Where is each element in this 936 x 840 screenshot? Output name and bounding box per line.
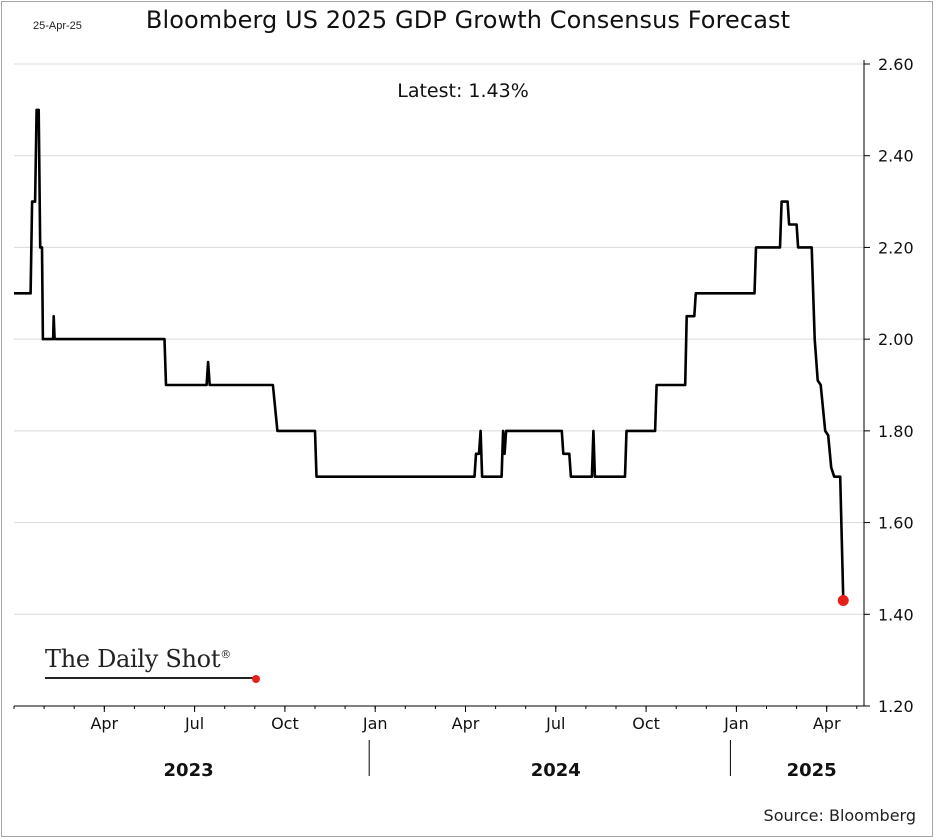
x-tick-label: Apr	[452, 714, 480, 733]
source-note: Source: Bloomberg	[763, 806, 916, 825]
year-label: 2024	[531, 760, 581, 781]
x-tick-label: Jul	[184, 714, 204, 733]
series-lines	[14, 108, 845, 601]
x-axis-tick-labels: Apr Jul Oct Jan Apr Jul Oct Jan Apr	[90, 714, 841, 733]
logo-text: The Daily Shot	[45, 645, 221, 673]
y-tick-label: 1.80	[878, 422, 914, 441]
x-tick-label: Oct	[632, 714, 660, 733]
y-tick-label: 2.60	[878, 55, 914, 74]
daily-shot-logo: The Daily Shot®	[45, 645, 231, 673]
logo-underline	[45, 677, 255, 679]
latest-value-annotation: Latest: 1.43%	[397, 80, 529, 102]
y-axis-tick-labels: 2.60 2.40 2.20 2.00 1.80 1.60 1.40 1.20	[878, 55, 914, 716]
logo-registered-mark: ®	[220, 648, 231, 661]
y-tick-label: 2.40	[878, 147, 914, 166]
axes	[13, 60, 870, 776]
y-tick-label: 2.00	[878, 330, 914, 349]
chart-title: Bloomberg US 2025 GDP Growth Consensus F…	[145, 6, 791, 34]
x-tick-label: Oct	[271, 714, 299, 733]
x-tick-label: Jan	[362, 714, 388, 733]
y-tick-label: 1.40	[878, 605, 914, 624]
series-line	[14, 108, 845, 601]
y-tick-label: 1.20	[878, 697, 914, 716]
y-tick-label: 1.60	[878, 514, 914, 533]
x-tick-label: Jul	[545, 714, 565, 733]
latest-point-marker	[837, 595, 849, 607]
logo-red-dot	[252, 675, 260, 683]
date-stamp: 25-Apr-25	[33, 20, 82, 32]
x-tick-label: Jan	[723, 714, 749, 733]
x-tick-label: Apr	[90, 714, 118, 733]
year-label: 2025	[787, 760, 837, 781]
year-labels: 2023 2024 2025	[164, 760, 837, 781]
x-tick-label: Apr	[813, 714, 841, 733]
y-tick-label: 2.20	[878, 238, 914, 257]
year-label: 2023	[164, 760, 214, 781]
latest-point	[837, 595, 849, 607]
